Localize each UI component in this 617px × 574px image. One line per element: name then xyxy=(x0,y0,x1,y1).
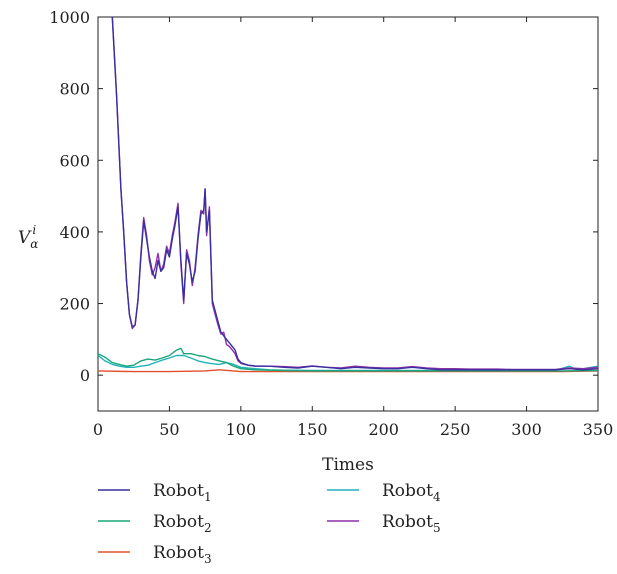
legend-item-robot-5: Robot5 xyxy=(327,512,441,535)
legend-label-base: Robot xyxy=(382,481,433,501)
legend-label-base: Robot xyxy=(153,543,204,563)
legend-label: Robot2 xyxy=(153,512,212,535)
legend-item-robot-2: Robot2 xyxy=(98,512,212,535)
legend-label: Robot3 xyxy=(153,543,212,566)
legend-label-sub: 2 xyxy=(204,521,212,535)
legend-label-sub: 4 xyxy=(433,490,441,504)
series-line-robot-3 xyxy=(97,369,599,373)
x-tick-label: 50 xyxy=(159,420,179,439)
plot-area: 0 50 100 150 200 250 300 350 0 200 400 600 800 1000 xyxy=(49,8,613,439)
legend-item-robot-1: Robot1 xyxy=(98,481,212,504)
legend-label-sub: 5 xyxy=(433,521,441,535)
x-tick-label: 0 xyxy=(93,420,103,439)
legend-item-robot-3: Robot3 xyxy=(98,543,212,566)
legend-label: Robot5 xyxy=(382,512,441,535)
y-tick-label: 400 xyxy=(59,223,90,242)
x-ticks: 0 50 100 150 200 250 300 350 xyxy=(93,17,613,439)
y-axis-label-sup: i xyxy=(32,223,36,237)
y-axis-label: Vαi xyxy=(18,223,38,251)
series-line-robot-5 xyxy=(111,16,599,371)
y-tick-label: 0 xyxy=(80,366,90,385)
plot-frame xyxy=(97,16,599,412)
y-axis-label-base: V xyxy=(18,228,32,248)
legend-label-base: Robot xyxy=(153,481,204,501)
y-tick-label: 200 xyxy=(59,295,90,314)
x-tick-label: 100 xyxy=(226,420,257,439)
x-axis-label: Times xyxy=(322,455,374,475)
x-tick-label: 150 xyxy=(297,420,328,439)
legend-label-sub: 1 xyxy=(204,490,212,504)
legend-label-sub: 3 xyxy=(204,552,212,566)
series-line-robot-2 xyxy=(97,347,599,372)
y-tick-label: 600 xyxy=(59,151,90,170)
x-tick-label: 200 xyxy=(368,420,399,439)
x-tick-label: 350 xyxy=(583,420,614,439)
legend-item-robot-4: Robot4 xyxy=(327,481,441,504)
x-tick-label: 300 xyxy=(511,420,542,439)
legend-label: Robot4 xyxy=(382,481,441,504)
series-line-robot-1 xyxy=(111,16,599,371)
y-tick-label: 1000 xyxy=(49,8,90,27)
legend-label-base: Robot xyxy=(153,512,204,532)
y-tick-label: 800 xyxy=(59,80,90,99)
legend-label: Robot1 xyxy=(153,481,212,504)
y-ticks: 0 200 400 600 800 1000 xyxy=(49,8,598,385)
legend-label-base: Robot xyxy=(382,512,433,532)
y-axis-label-sub: α xyxy=(30,237,38,251)
series-layer xyxy=(97,16,599,373)
x-tick-label: 250 xyxy=(440,420,471,439)
